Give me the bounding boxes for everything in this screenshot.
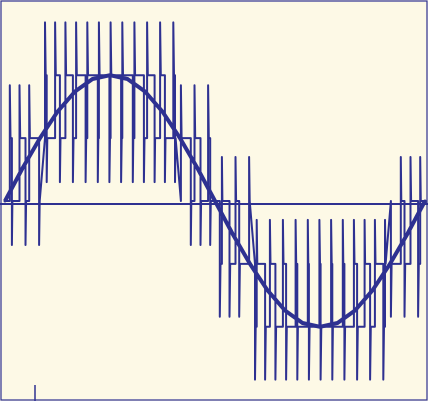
fundamental-point: [231, 232, 234, 236]
fundamental-point: [318, 325, 322, 329]
fundamental-point: [371, 288, 374, 292]
fundamental-point: [196, 166, 199, 170]
fundamental-point: [406, 232, 409, 236]
fundamental-point: [126, 77, 129, 81]
fundamental-point: [21, 166, 24, 170]
fundamental-point: [108, 73, 112, 77]
fundamental-point: [91, 77, 94, 81]
fundamental-point: [161, 110, 164, 114]
fundamental-point: [143, 90, 147, 93]
fundamental-point: [38, 136, 42, 140]
fundamental-point: [283, 309, 287, 312]
fundamental-point: [178, 136, 182, 140]
fundamental-sine: [3, 73, 427, 329]
fundamental-point: [353, 309, 357, 312]
fundamental-point: [336, 321, 339, 325]
fundamental-point: [213, 199, 217, 203]
fundamental-point: [388, 262, 392, 266]
fundamental-point: [3, 199, 7, 203]
fundamental-point: [56, 110, 59, 114]
fundamental-point: [266, 288, 269, 292]
fundamental-point: [301, 321, 304, 325]
fundamental-point: [73, 90, 77, 93]
fundamental-point: [248, 262, 252, 266]
fundamental-point: [423, 199, 427, 203]
